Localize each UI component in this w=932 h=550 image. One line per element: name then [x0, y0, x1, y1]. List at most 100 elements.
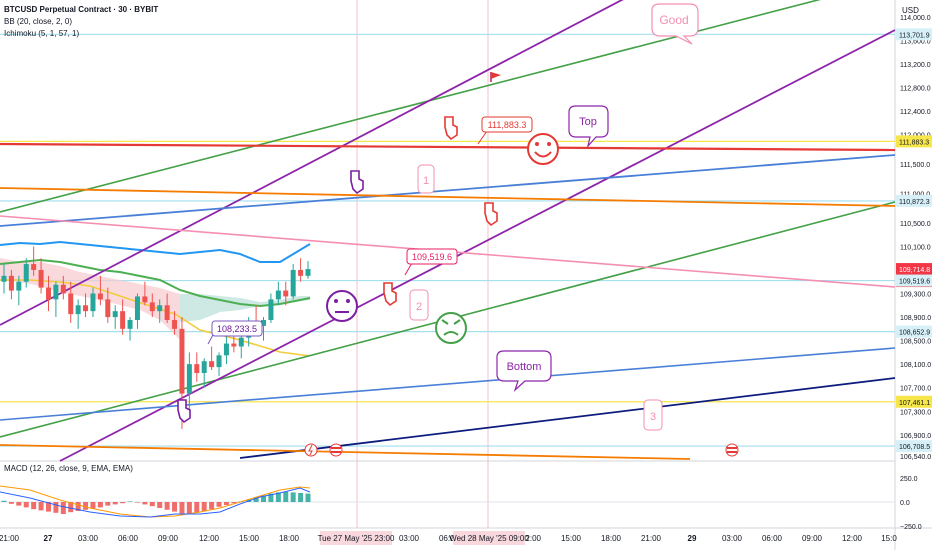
- channel-purple-lower: [59, 29, 896, 462]
- bb-indicator-label[interactable]: BB (20, close, 2, 0): [4, 17, 73, 26]
- wave-count-text: 1: [423, 175, 429, 187]
- trendline-navy: [239, 377, 896, 459]
- symbol-title: BTCUSD Perpetual Contract · 30 · BYBIT: [4, 5, 159, 14]
- macd-bar: [112, 502, 118, 505]
- candle-body[interactable]: [149, 302, 155, 312]
- candle-body[interactable]: [283, 290, 289, 297]
- wave-count-3[interactable]: 3: [643, 399, 663, 431]
- candle-body[interactable]: [53, 284, 59, 300]
- annotation-label-111883[interactable]: 111,883.3: [477, 116, 533, 145]
- candle-body[interactable]: [209, 361, 215, 368]
- candle-body[interactable]: [179, 328, 185, 394]
- candle-body[interactable]: [194, 364, 200, 373]
- time-tick-label: 21:00: [641, 534, 662, 543]
- annotation-label-109519[interactable]: 109,519.6: [404, 248, 458, 276]
- candle-body[interactable]: [231, 343, 237, 347]
- candle-body[interactable]: [157, 305, 163, 312]
- candle-body[interactable]: [238, 337, 244, 347]
- candle-body[interactable]: [105, 299, 111, 318]
- wave-count-2[interactable]: 2: [409, 289, 429, 321]
- time-tick-label: 09:00: [158, 534, 179, 543]
- annotation-label-108233[interactable]: 108,233.5: [207, 320, 263, 345]
- candle-body[interactable]: [290, 269, 296, 297]
- trendline-orange-upper: [0, 187, 896, 207]
- macd-bar: [216, 502, 222, 507]
- candle-body[interactable]: [1, 275, 7, 282]
- candle-body[interactable]: [223, 343, 229, 356]
- price-badge-text: 109,714.8: [899, 267, 930, 274]
- price-axis-badges: 113,701.9111,883.3110,872.3109,714.817:2…: [896, 28, 932, 453]
- annotation-label-text: 108,233.5: [217, 324, 257, 334]
- time-tick-label: 27: [44, 534, 53, 543]
- time-axis-ticks[interactable]: 21:00 27 03:00 06:00 09:00 12:00 15:00 18:00 03:…: [0, 534, 897, 543]
- candle-body[interactable]: [275, 290, 281, 300]
- pointer-down-icon[interactable]: [177, 399, 191, 424]
- price-tick-label: 111,000.0: [900, 191, 930, 198]
- flag-icon[interactable]: [490, 72, 501, 82]
- macd-bar: [261, 495, 267, 502]
- candle-body[interactable]: [83, 305, 89, 312]
- candle-body[interactable]: [298, 269, 304, 276]
- bollinger-basis: [0, 258, 311, 308]
- candle-body[interactable]: [216, 355, 222, 368]
- callout-bottom[interactable]: Bottom: [496, 350, 552, 392]
- macd-bar: [83, 502, 89, 510]
- candle-body[interactable]: [8, 275, 14, 291]
- callout-good[interactable]: Good: [651, 3, 699, 45]
- price-axis-ticks[interactable]: 114,000.0 113,600.0 113,200.0 112,800.0 112,…: [900, 15, 931, 461]
- candle-body[interactable]: [261, 319, 267, 326]
- candle-body[interactable]: [127, 319, 133, 329]
- price-tick-label: 108,100.0: [900, 362, 931, 369]
- happy-face-icon[interactable]: [527, 133, 559, 165]
- candle-body[interactable]: [38, 269, 44, 288]
- ichimoku-cloud-red: [0, 258, 180, 340]
- pointer-down-icon[interactable]: [350, 170, 364, 195]
- candle-body[interactable]: [45, 287, 51, 300]
- macd-pane[interactable]: [0, 462, 895, 528]
- candle-body[interactable]: [142, 296, 148, 303]
- candle-body[interactable]: [60, 284, 66, 294]
- candle-body[interactable]: [172, 319, 178, 329]
- pointer-down-icon[interactable]: [484, 202, 498, 227]
- candle-body[interactable]: [31, 264, 37, 270]
- candle-body[interactable]: [16, 281, 22, 291]
- bollinger-upper: [0, 240, 311, 263]
- macd-bar: [45, 502, 51, 512]
- candle-body[interactable]: [23, 264, 29, 282]
- pointer-down-icon[interactable]: [383, 282, 397, 307]
- candle-body[interactable]: [164, 305, 170, 320]
- candle-body[interactable]: [201, 361, 207, 373]
- candle-body[interactable]: [68, 293, 74, 315]
- price-tick-label: 110,100.0: [900, 244, 931, 251]
- callout-top[interactable]: Top: [568, 105, 609, 149]
- lightning-event-icon[interactable]: [304, 443, 318, 457]
- macd-bar: [290, 492, 296, 502]
- neutral-face-icon[interactable]: [326, 290, 358, 322]
- macd-bar: [31, 502, 37, 510]
- price-pane[interactable]: [0, 0, 895, 461]
- pointer-down-icon[interactable]: [444, 116, 458, 141]
- candle-body[interactable]: [186, 364, 192, 394]
- candlestick-series[interactable]: [1, 246, 311, 429]
- macd-bar: [97, 502, 103, 508]
- candle-body[interactable]: [120, 311, 126, 329]
- price-tick-label: 111,500.0: [900, 162, 930, 169]
- macd-indicator-label[interactable]: MACD (12, 26, close, 9, EMA, EMA): [4, 464, 133, 473]
- time-tick-label: 12:00: [521, 534, 542, 543]
- candle-body[interactable]: [268, 299, 274, 320]
- candle-body[interactable]: [97, 293, 103, 300]
- us-flag-event-icon[interactable]: [329, 443, 343, 457]
- candle-body[interactable]: [75, 305, 81, 315]
- candle-body[interactable]: [305, 269, 311, 276]
- candle-body[interactable]: [134, 296, 140, 320]
- wave-count-1[interactable]: 1: [417, 164, 435, 194]
- ichimoku-indicator-label[interactable]: Ichimoku (5, 1, 57, 1): [4, 29, 80, 38]
- price-tick-label: 109,300.0: [900, 291, 931, 298]
- candle-body[interactable]: [90, 293, 96, 312]
- time-tick-label: 03:00: [722, 534, 743, 543]
- us-flag-event-icon[interactable]: [725, 443, 739, 457]
- angry-face-icon[interactable]: [435, 312, 467, 344]
- candle-body[interactable]: [112, 311, 118, 318]
- time-tick-label: 12:00: [199, 534, 220, 543]
